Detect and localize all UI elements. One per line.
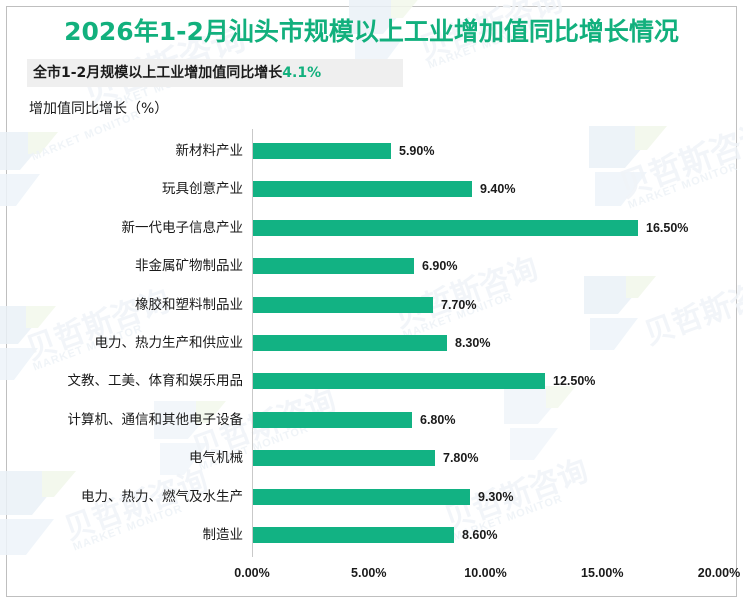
bar [253, 335, 447, 351]
subtitle-band [27, 59, 403, 87]
bar [253, 373, 545, 390]
x-tick-label: 5.00% [351, 566, 387, 580]
subtitle-highlight-value: 4.1% [282, 65, 322, 81]
bar-value-label: 8.60% [462, 528, 498, 542]
bar-value-label: 9.30% [478, 489, 514, 504]
category-label: 制造业 [202, 527, 244, 543]
bar-value-label: 5.90% [399, 144, 435, 158]
x-tick-label: 20.00% [697, 566, 741, 580]
bar-value-label: 12.50% [553, 374, 596, 389]
value-axis-line [252, 129, 253, 557]
bar-value-label: 7.80% [443, 451, 479, 466]
bar [253, 411, 412, 428]
category-label: 橡胶和塑料制品业 [135, 296, 243, 313]
page-title: 2026年1-2月汕头市规模以上工业增加值同比增长情况 [64, 17, 679, 46]
bar-value-label: 16.50% [646, 220, 689, 235]
category-label: 电力、热力、燃气及水生产 [81, 488, 243, 505]
category-label: 玩具创意产业 [162, 181, 243, 198]
bar [253, 143, 391, 159]
bar [253, 488, 470, 505]
category-label: 电力、热力生产和供应业 [94, 335, 244, 351]
bar [253, 450, 435, 467]
category-label: 电气机械 [189, 450, 243, 467]
bar [253, 296, 433, 313]
category-label: 新一代电子信息产业 [121, 219, 244, 236]
subtitle-prefix: 全市1-2月规模以上工业增加值同比增长 [33, 65, 283, 81]
bar-value-label: 6.90% [422, 259, 458, 274]
x-tick-label: 0.00% [234, 566, 270, 580]
bar-value-label: 6.80% [420, 412, 456, 427]
bar-value-label: 8.30% [455, 336, 491, 350]
value-axis-caption: 增加值同比增长（%） [29, 101, 169, 117]
category-label: 文教、工美、体育和娱乐用品 [67, 373, 244, 390]
subtitle: 全市1-2月规模以上工业增加值同比增长4.1% [33, 63, 321, 83]
bar-value-label: 9.40% [480, 182, 516, 197]
bar [253, 181, 472, 198]
category-label: 非金属矿物制品业 [135, 258, 243, 275]
category-label: 新材料产业 [175, 143, 244, 159]
x-tick-label: 10.00% [464, 566, 507, 580]
bar-value-label: 7.70% [441, 297, 477, 312]
bar [253, 258, 414, 275]
category-label: 计算机、通信和其他电子设备 [67, 411, 244, 428]
x-tick-label: 15.00% [581, 566, 624, 580]
bar [253, 219, 638, 236]
bar [253, 527, 454, 543]
